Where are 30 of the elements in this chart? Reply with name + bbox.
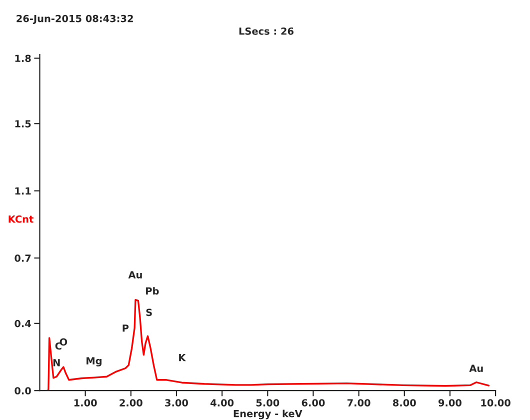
annotation: K [179, 354, 186, 362]
x-tick-label: 1.00 [74, 399, 97, 406]
x-tick-label: 7.00 [347, 399, 370, 406]
y-tick-label: 0.0 [14, 387, 31, 394]
y-tick-label: 0.7 [14, 254, 31, 262]
y-axis-title: KCnt [8, 215, 34, 223]
x-axis-title: Energy - keV [234, 410, 302, 420]
annotation: S [146, 308, 152, 316]
annotation: Au [469, 364, 483, 372]
y-tick-label: 1.8 [15, 54, 31, 62]
line-series [46, 298, 490, 391]
annotation: P [122, 324, 129, 332]
x-tick-label: 10.00 [481, 399, 510, 406]
x-tick-label: 5.00 [256, 399, 280, 406]
annotation: N [53, 359, 60, 366]
annotation: Pb [146, 287, 159, 295]
x-tick-label: 9.00 [438, 399, 462, 406]
x-tick-label: 8.00 [392, 399, 416, 406]
y-tick-label: 1.5 [15, 120, 31, 128]
y-tick-label: 0.4 [14, 320, 31, 328]
x-tick-label: 6.00 [302, 399, 325, 406]
x-tick-label: 4.00 [210, 399, 234, 406]
annotation: Au [128, 271, 142, 278]
chart-title: 26-Jun-2015 08:43:32 [16, 14, 133, 24]
annotation: Mg [86, 357, 102, 366]
annotation: O [60, 338, 68, 346]
x-tick-label: 3.00 [165, 399, 188, 406]
chart-subtitle: LSecs : 26 [239, 27, 294, 35]
y-tick-label: 1.1 [15, 187, 31, 195]
x-tick-label: 2.00 [120, 399, 142, 406]
